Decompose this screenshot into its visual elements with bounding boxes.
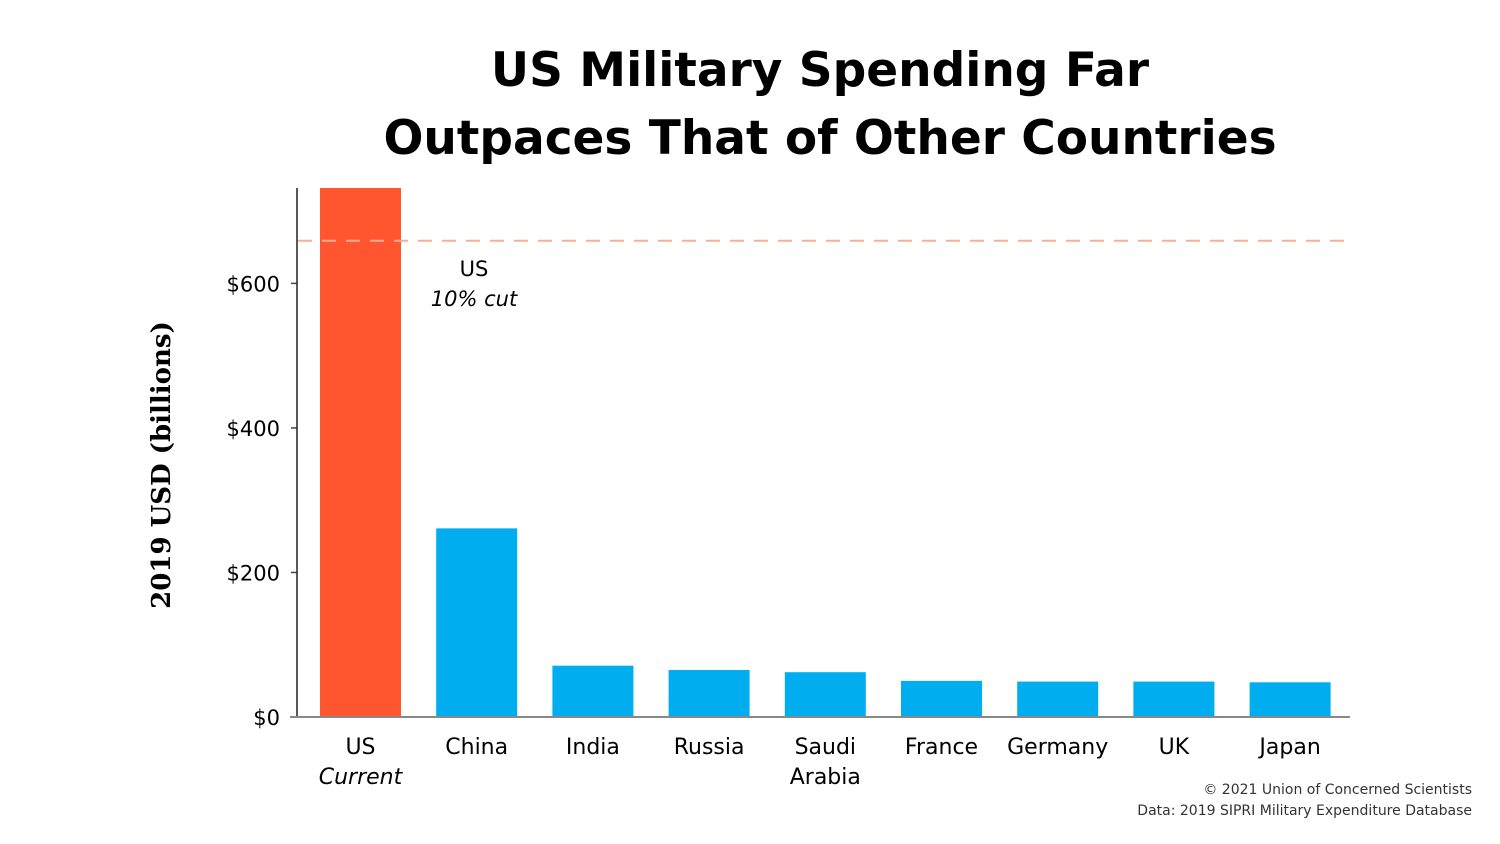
x-tick-label: Japan xyxy=(1257,735,1320,760)
y-axis-label: 2019 USD (billions) xyxy=(147,321,177,609)
bar-india xyxy=(552,665,634,717)
x-tick-sublabel: Current xyxy=(319,765,404,790)
bar-saudi xyxy=(784,672,866,717)
x-tick-label: France xyxy=(905,735,978,760)
bar-japan xyxy=(1249,682,1331,717)
y-tick-label: $0 xyxy=(253,706,280,730)
bars xyxy=(320,188,1331,717)
x-axis-labels: US Current China India Russia Saudi Arabia Fran… xyxy=(319,735,1321,790)
reference-line-sublabel: 10% cut xyxy=(431,287,518,311)
x-tick-sublabel: Arabia xyxy=(790,765,861,790)
data-source-credit: Data: 2019 SIPRI Military Expenditure Da… xyxy=(1137,803,1472,819)
y-tick-label: $600 xyxy=(227,272,280,296)
bar-russia xyxy=(668,670,750,717)
copyright-credit: © 2021 Union of Concerned Scientists xyxy=(1203,782,1472,798)
x-tick-label: Saudi xyxy=(795,735,856,760)
bar-france xyxy=(901,680,982,717)
bar-germany xyxy=(1017,681,1099,717)
y-axis-ticks: $0 $200 $400 $600 xyxy=(227,272,297,730)
reference-line-label: US xyxy=(460,257,489,281)
chart-title-line-2: Outpaces That of Other Countries xyxy=(383,111,1276,166)
x-tick-label: China xyxy=(445,735,508,760)
bar-us xyxy=(320,188,401,717)
y-tick-label: $400 xyxy=(227,417,280,441)
x-tick-label: UK xyxy=(1159,735,1190,760)
x-tick-label: India xyxy=(566,735,620,760)
y-tick-label: $200 xyxy=(227,561,280,585)
x-tick-label: US xyxy=(345,735,375,760)
x-tick-label: Russia xyxy=(674,735,745,760)
x-tick-label: Germany xyxy=(1007,735,1108,760)
bar-uk xyxy=(1133,681,1215,717)
bar-china xyxy=(436,528,518,717)
chart-title-line-1: US Military Spending Far xyxy=(491,43,1150,98)
